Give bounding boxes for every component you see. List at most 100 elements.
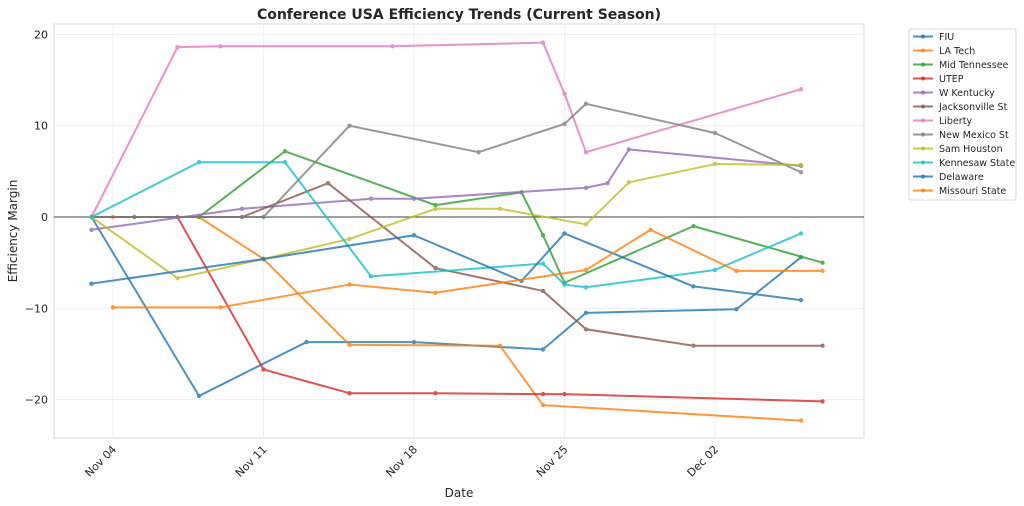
series-kennesaw-state [89, 160, 804, 290]
y-axis-label: Efficiency Margin [6, 180, 20, 283]
data-point [239, 206, 245, 211]
legend-item: W Kentucky [913, 88, 995, 99]
data-point [390, 44, 395, 49]
plot-area [53, 23, 865, 439]
legend-item: Missouri State [913, 186, 1006, 197]
legend-label: FIU [939, 32, 954, 43]
legend-swatch-marker [921, 188, 925, 193]
legend-swatch-marker [921, 146, 925, 151]
data-point [368, 274, 374, 279]
legend-swatch-marker [921, 76, 925, 81]
data-point [347, 236, 352, 242]
data-point [691, 343, 696, 348]
data-point [798, 86, 804, 92]
data-point [433, 265, 438, 271]
series-line [90, 163, 802, 280]
series-new-mexico-st [89, 101, 804, 220]
legend-item: Liberty [913, 116, 972, 127]
y-axis-ticks: 20 10 0 −10 −20 [25, 28, 48, 406]
data-point [583, 310, 589, 316]
x-axis-label: Date [445, 486, 474, 500]
data-point [282, 160, 288, 165]
legend-swatch-marker [921, 104, 925, 109]
y-tick-label: 10 [34, 120, 48, 133]
legend-item: New Mexico St [913, 130, 1009, 141]
series-line [113, 228, 823, 309]
data-point [540, 347, 546, 352]
legend-swatch-marker [921, 90, 925, 95]
data-point [562, 231, 567, 236]
data-point [433, 391, 438, 396]
legend-label: Jacksonville St [938, 102, 1008, 113]
legend-swatch-marker [921, 62, 925, 67]
data-point [583, 327, 589, 332]
data-point [712, 267, 718, 273]
data-point [691, 223, 696, 229]
data-point [583, 267, 589, 273]
chart-title: Conference USA Efficiency Trends (Curren… [257, 7, 661, 23]
data-point [734, 268, 739, 274]
series-group [89, 40, 825, 423]
data-point [347, 123, 352, 128]
data-point [605, 181, 610, 186]
data-point [110, 305, 116, 310]
x-tick-label: Dec 02 [685, 443, 722, 480]
data-point [325, 181, 331, 186]
series-line [90, 41, 802, 218]
data-point [368, 196, 374, 201]
x-axis-ticks: Nov 04 Nov 11 Nov 18 Nov 25 Dec 02 [82, 443, 721, 480]
data-point [282, 149, 288, 154]
legend-label: Mid Tennessee [939, 60, 1009, 71]
data-point [175, 275, 180, 281]
data-point [626, 180, 632, 185]
data-point [433, 202, 438, 208]
legend-item: Delaware [913, 172, 984, 183]
data-point [648, 227, 653, 232]
series-line [91, 216, 823, 403]
data-point [261, 367, 266, 372]
legend-label: LA Tech [939, 46, 975, 57]
data-point [540, 233, 546, 238]
data-point [540, 40, 546, 45]
data-point [89, 227, 94, 232]
data-point [476, 149, 481, 155]
data-point [304, 339, 309, 345]
legend-label: Kennesaw State [939, 158, 1015, 169]
x-tick-label: Nov 04 [82, 443, 119, 480]
data-point [798, 231, 804, 236]
data-point [540, 391, 546, 397]
legend: FIU LA Tech Mid Tennessee UTEP W Kentucky Jac… [908, 28, 1017, 201]
data-point [196, 393, 202, 399]
data-point [583, 149, 589, 155]
data-point [411, 233, 417, 238]
data-point [261, 256, 266, 262]
data-point [562, 391, 567, 397]
data-point [196, 160, 202, 165]
series-sam-houston [89, 161, 804, 281]
legend-item: Mid Tennessee [913, 60, 1009, 71]
legend-label: Liberty [939, 116, 972, 127]
data-point [562, 91, 567, 96]
legend-swatch-marker [921, 132, 925, 137]
data-point [820, 260, 825, 265]
legend-item: FIU [913, 32, 954, 43]
data-point [798, 297, 804, 303]
data-point [218, 44, 223, 49]
legend-item: Jacksonville St [913, 102, 1008, 113]
legend-swatch-marker [921, 48, 925, 53]
data-point [540, 402, 546, 408]
data-point [89, 281, 94, 286]
data-point [261, 214, 266, 220]
data-point [497, 343, 503, 348]
data-point [691, 284, 696, 289]
data-point [734, 307, 739, 312]
data-point [411, 196, 417, 201]
y-tick-label: −10 [25, 302, 48, 315]
data-point [433, 206, 438, 211]
data-point [89, 214, 94, 220]
legend-item: Sam Houston [913, 144, 1003, 155]
data-point [540, 288, 546, 294]
legend-item: UTEP [913, 74, 964, 85]
data-point [820, 399, 825, 404]
